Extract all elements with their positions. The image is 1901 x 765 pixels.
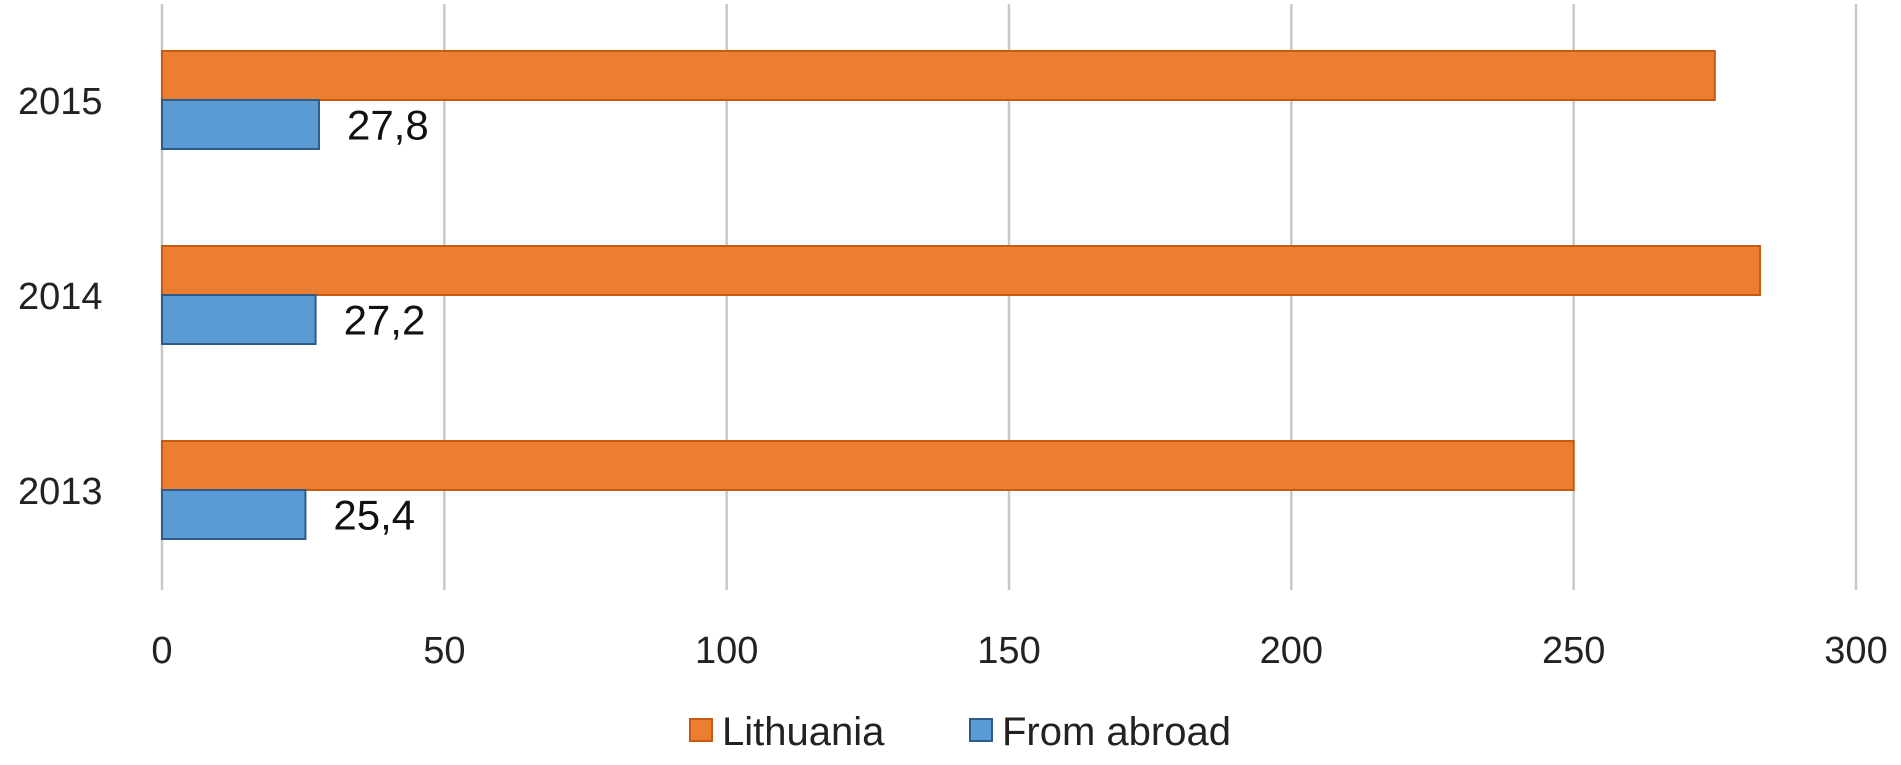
bar-from-abroad xyxy=(161,489,307,540)
legend-label: From abroad xyxy=(1002,710,1231,754)
legend-swatch xyxy=(969,718,993,742)
x-tick-label: 300 xyxy=(1824,630,1887,672)
legend: Lithuania From abroad xyxy=(689,710,1231,754)
data-label: 27,2 xyxy=(344,297,426,344)
x-tick-label: 100 xyxy=(695,630,758,672)
bar-lithuania xyxy=(161,245,1762,296)
data-label: 27,8 xyxy=(347,102,429,149)
data-label: 25,4 xyxy=(333,492,415,539)
x-tick-label: 150 xyxy=(977,630,1040,672)
x-tick-label: 0 xyxy=(151,630,172,672)
x-tick-label: 250 xyxy=(1542,630,1605,672)
bar-from-abroad xyxy=(161,99,320,150)
bar-lithuania xyxy=(161,50,1716,101)
y-category-label: 2014 xyxy=(18,276,103,318)
gridlines xyxy=(160,4,1858,590)
bar-from-abroad xyxy=(161,294,317,345)
x-tick-label: 50 xyxy=(423,630,465,672)
y-category-label: 2015 xyxy=(18,81,103,123)
x-tick-label: 200 xyxy=(1260,630,1323,672)
legend-swatch xyxy=(689,718,713,742)
y-axis-categories: 2015 2014 2013 xyxy=(18,81,103,513)
data-labels: 27,8 27,2 25,4 xyxy=(333,102,428,539)
x-axis-ticks: 0 50 100 150 200 250 300 xyxy=(151,630,1887,672)
bars xyxy=(161,50,1762,540)
legend-label: Lithuania xyxy=(722,710,885,754)
bar-lithuania xyxy=(161,440,1575,491)
y-category-label: 2013 xyxy=(18,471,103,513)
